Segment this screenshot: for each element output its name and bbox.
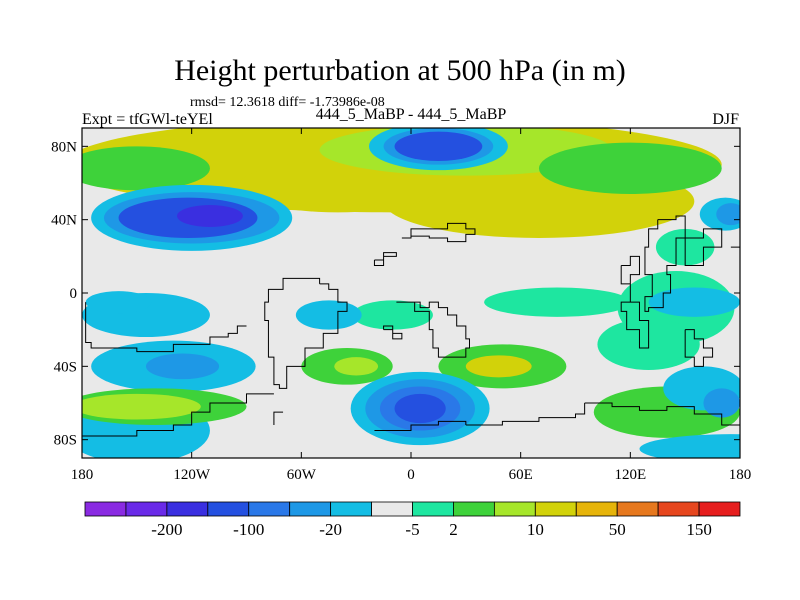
contour-region-23 <box>85 291 152 314</box>
colorbar-bin-10 <box>493 501 536 517</box>
y-tick-label-4: 80S <box>54 433 77 449</box>
contour-region-12 <box>177 205 243 227</box>
y-tick-label-0: 80N <box>51 139 77 155</box>
colorbar-label-5: 10 <box>527 520 544 539</box>
contour-region-4 <box>538 142 722 194</box>
colorbar-label-7: 150 <box>686 520 712 539</box>
colorbar-bin-8 <box>412 501 454 517</box>
comparison-label: 444_5_MaBP - 444_5_MaBP <box>315 106 507 123</box>
colorbar-bin-0 <box>84 501 127 517</box>
colorbar-label-3: -5 <box>405 520 419 539</box>
coastline-2 <box>264 277 348 389</box>
contour-region-19 <box>484 287 631 317</box>
colorbar-bin-3 <box>207 501 250 517</box>
contour-region-30 <box>465 355 532 378</box>
colorbar-bin-12 <box>575 501 618 517</box>
colorbar-bin-2 <box>166 501 209 517</box>
colorbar-bin-6 <box>330 501 372 517</box>
x-tick-label-2: 60W <box>287 467 317 483</box>
colorbar-bin-14 <box>657 501 700 517</box>
y-axis: 80N 40N 0 40S 80S <box>51 139 740 449</box>
contour-region-21 <box>295 300 362 330</box>
colorbar-bin-9 <box>453 501 495 517</box>
contour-region-20 <box>352 300 433 330</box>
contour-region-36 <box>394 393 446 424</box>
coastline-10 <box>374 420 467 431</box>
x-tick-label-4: 60E <box>509 467 533 483</box>
x-tick-label-6: 180 <box>729 467 752 483</box>
field-layer <box>82 128 740 458</box>
colorbar-label-4: 2 <box>449 520 458 539</box>
contour-region-39 <box>703 388 740 418</box>
x-tick-label-3: 0 <box>407 467 415 483</box>
contour-region-5 <box>82 146 210 191</box>
x-tick-label-1: 120W <box>173 467 211 483</box>
colorbar-label-2: -20 <box>319 520 342 539</box>
contour-region-17 <box>648 287 740 317</box>
x-tick-label-0: 180 <box>71 467 94 483</box>
coastline-3 <box>85 302 247 353</box>
coastline-8 <box>584 402 740 431</box>
colorbar-label-0: -200 <box>151 520 182 539</box>
contour-region-32 <box>334 357 379 376</box>
y-tick-label-1: 40N <box>51 213 77 229</box>
colorbar-bin-5 <box>289 501 332 517</box>
coastline-11 <box>620 255 650 349</box>
season-label: DJF <box>712 111 739 128</box>
x-tick-label-5: 120E <box>614 467 646 483</box>
coastline-5 <box>273 411 284 425</box>
colorbar-bin-15 <box>698 501 741 517</box>
coastline-1 <box>373 252 397 266</box>
contour-region-25 <box>145 353 220 380</box>
y-tick-label-2: 0 <box>70 286 78 302</box>
coastline-15 <box>684 329 714 367</box>
land-outline-layer <box>82 215 740 437</box>
coastline-9 <box>465 403 586 426</box>
coastline-4 <box>82 393 274 437</box>
y-tick-label-3: 40S <box>54 359 77 375</box>
colorbar-label-6: 50 <box>609 520 626 539</box>
coastline-13 <box>684 228 723 266</box>
colorbar-bin-7 <box>371 501 413 517</box>
x-axis: 180 120W 60W 0 60E 120E 180 <box>71 128 752 483</box>
colorbar-label-1: -100 <box>233 520 264 539</box>
contour-region-8 <box>394 131 483 161</box>
coastline-14 <box>730 238 740 248</box>
coastline-6 <box>396 301 470 358</box>
contour-region-28 <box>82 393 201 420</box>
colorbar-bin-1 <box>125 501 168 517</box>
contour-region-14 <box>716 203 740 226</box>
contour-region-2 <box>237 161 439 213</box>
experiment-label: Expt = tfGWl-teYEl <box>82 111 213 128</box>
contour-region-40 <box>639 434 740 458</box>
chart-title: Height perturbation at 500 hPa (in m) <box>174 54 626 87</box>
colorbar: -200 -100 -20 -5 2 10 50 150 <box>84 501 741 539</box>
plot-area <box>81 127 741 459</box>
colorbar-bin-13 <box>616 501 659 517</box>
colorbar-bin-4 <box>248 501 291 517</box>
coastline-7 <box>383 325 403 340</box>
colorbar-bin-11 <box>534 501 577 517</box>
stats-line: rmsd= 12.3618 diff= -1.73986e-08 <box>190 95 385 110</box>
coastline-0 <box>401 222 476 243</box>
